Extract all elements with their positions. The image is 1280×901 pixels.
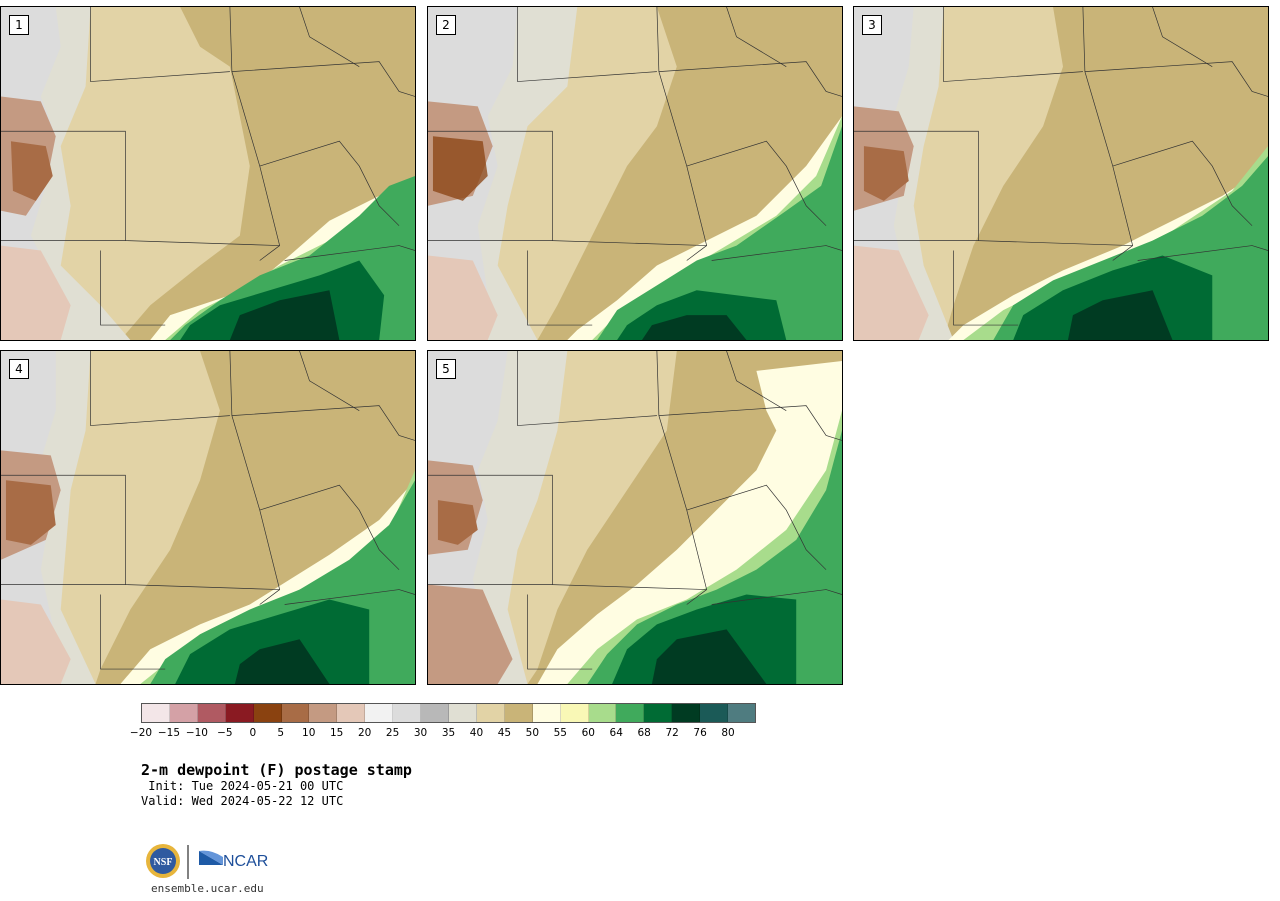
logos: NSF NCAR [146, 844, 268, 879]
dewpoint-map [1, 351, 415, 684]
chart-title: 2-m dewpoint (F) postage stamp [141, 761, 412, 779]
member-panel-3: 3 [853, 6, 1269, 341]
colorbar [141, 703, 756, 723]
colorbar-swatch [616, 704, 645, 722]
member-panel-4: 4 [0, 350, 416, 685]
colorbar-swatch [504, 704, 533, 722]
colorbar-swatch [393, 704, 422, 722]
colorbar-swatch [532, 704, 561, 722]
colorbar-tick-label: 76 [693, 727, 707, 739]
colorbar-swatch [448, 704, 477, 722]
colorbar-tick-label: 45 [497, 727, 512, 739]
title-block: 2-m dewpoint (F) postage stamp Init: Tue… [141, 761, 412, 809]
colorbar-tick-label: 15 [329, 727, 344, 739]
colorbar-tick-label: 72 [665, 727, 679, 739]
colorbar-tick-label: 40 [469, 727, 484, 739]
panel-number-label: 1 [9, 15, 29, 35]
svg-text:NSF: NSF [154, 857, 173, 868]
dewpoint-map [428, 7, 842, 340]
colorbar-swatch [309, 704, 338, 722]
panel-number-label: 5 [436, 359, 456, 379]
colorbar-tick-label: 25 [385, 727, 400, 739]
valid-time: Valid: Wed 2024-05-22 12 UTC [141, 794, 344, 808]
colorbar-swatch [253, 704, 282, 722]
member-panel-5: 5 [427, 350, 843, 685]
dewpoint-map [854, 7, 1268, 340]
colorbar-tick-label: 80 [721, 727, 735, 739]
colorbar-swatch [644, 704, 673, 722]
panel-number-label: 3 [862, 15, 882, 35]
colorbar-tick-label: −5 [217, 727, 233, 739]
colorbar-swatch [588, 704, 617, 722]
colorbar-tick-label: 60 [581, 727, 595, 739]
colorbar-tick-label: 55 [553, 727, 567, 739]
colorbar-swatch [281, 704, 310, 722]
dewpoint-map [1, 7, 415, 340]
colorbar-tick-labels: −20 −15 −10 −5 0 5 10 15 20 25 30 35 40 45 50 55 60 64 68 7… [0, 727, 800, 743]
colorbar-tick-label: −20 [129, 727, 153, 739]
colorbar-tick-label: −15 [157, 727, 181, 739]
colorbar-swatch [169, 704, 198, 722]
colorbar-swatch [476, 704, 505, 722]
colorbar-tick-label: 68 [637, 727, 651, 739]
colorbar-swatch [421, 704, 449, 722]
svg-text:NCAR: NCAR [223, 853, 268, 870]
colorbar-tick-label: 5 [277, 727, 285, 739]
colorbar-tick-label: 10 [302, 727, 316, 739]
colorbar-swatch [700, 704, 729, 722]
panel-number-label: 2 [436, 15, 456, 35]
colorbar-swatch [142, 704, 170, 722]
colorbar-tick-label: 50 [525, 727, 540, 739]
member-panel-1: 1 [0, 6, 416, 341]
site-url: ensemble.ucar.edu [151, 882, 264, 895]
ncar-logo-icon: NCAR [199, 850, 268, 870]
colorbar-swatch [225, 704, 254, 722]
colorbar-tick-label: 20 [357, 727, 372, 739]
colorbar-swatch [672, 704, 701, 722]
colorbar-tick-label: 64 [609, 727, 623, 739]
nsf-logo-icon: NSF [146, 844, 180, 878]
dewpoint-map [428, 351, 842, 684]
member-panel-2: 2 [427, 6, 843, 341]
colorbar-tick-label: 0 [249, 727, 257, 739]
panel-number-label: 4 [9, 359, 29, 379]
colorbar-swatch [560, 704, 589, 722]
colorbar-swatch [365, 704, 394, 722]
colorbar-swatch [337, 704, 366, 722]
colorbar-tick-label: 35 [441, 727, 456, 739]
colorbar-swatch [728, 704, 755, 722]
colorbar-swatch [197, 704, 226, 722]
colorbar-tick-label: 30 [413, 727, 428, 739]
init-time: Init: Tue 2024-05-21 00 UTC [141, 779, 344, 793]
colorbar-tick-label: −10 [185, 727, 208, 739]
